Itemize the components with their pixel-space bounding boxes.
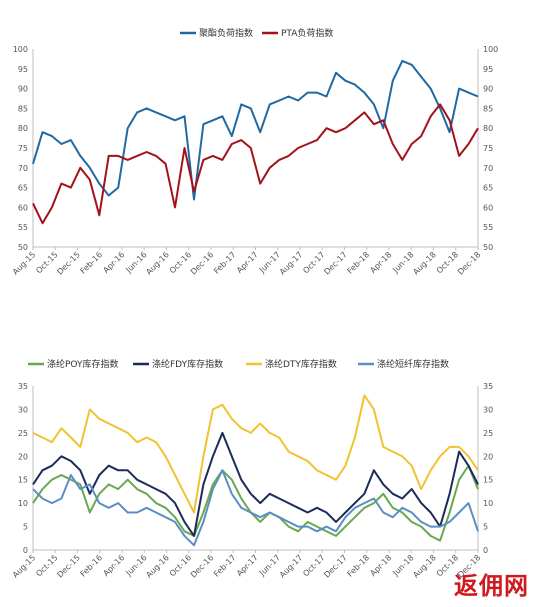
x-tick-label: Feb-16 [79,553,105,579]
y-tick-label-left: 15 [18,476,28,485]
x-tick-label: Apr-16 [101,553,126,578]
y-tick-label-left: 35 [18,382,28,391]
x-tick-label: Feb-18 [346,250,372,276]
watermark: 返佣网 [454,572,529,600]
series-line [32,431,479,537]
series-line [32,59,479,201]
y-tick-label-right: 75 [483,144,493,153]
y-tick-label-right: 65 [483,184,493,193]
series-line [32,469,479,547]
y-tick-label-right: 70 [483,164,493,173]
legend-label: PTA负荷指数 [281,27,333,39]
y-tick-label-right: 90 [483,85,493,94]
series-line [32,394,479,514]
x-tick-label: Apr-17 [235,250,260,275]
x-tick-label: Dec-16 [189,250,216,277]
y-tick-label-left: 5 [23,523,28,532]
y-tick-label-left: 90 [18,85,28,94]
y-tick-label-left: 25 [18,429,28,438]
series-line [32,103,479,225]
y-tick-label-right: 95 [483,65,493,74]
x-tick-label: Dec-15 [55,553,82,580]
y-tick-label-left: 70 [18,164,28,173]
x-tick-label: Aug-18 [411,553,438,580]
x-tick-label: Feb-17 [212,250,238,276]
y-tick-label-right: 50 [483,243,493,252]
x-tick-label: Aug-18 [411,250,438,277]
x-tick-label: Aug-17 [278,553,305,580]
y-tick-label-right: 15 [483,476,493,485]
y-tick-label-right: 60 [483,203,493,212]
y-tick-label-left: 60 [18,203,28,212]
y-tick-label-left: 65 [18,184,28,193]
y-tick-label-left: 0 [23,546,28,555]
x-tick-label: Dec-18 [456,250,483,277]
legend-label: 涤纶POY库存指数 [47,358,119,370]
legend-label: 涤纶短纤库存指数 [377,358,449,370]
y-tick-label-left: 75 [18,144,28,153]
y-tick-label-left: 20 [18,452,28,461]
x-tick-label: Feb-17 [212,553,238,579]
y-tick-label-right: 10 [483,499,493,508]
y-tick-label-right: 85 [483,104,493,113]
x-tick-label: Feb-16 [79,250,105,276]
y-tick-label-right: 80 [483,124,493,133]
x-tick-label: Apr-16 [101,250,126,275]
y-tick-label-right: 20 [483,452,493,461]
y-tick-label-right: 35 [483,382,493,391]
x-tick-label: Aug-15 [11,250,38,277]
legend-label: 聚酯负荷指数 [199,27,253,39]
y-tick-label-left: 95 [18,65,28,74]
x-tick-label: Dec-17 [322,250,349,277]
x-tick-label: Aug-15 [11,553,38,580]
y-tick-label-right: 0 [483,546,488,555]
x-tick-label: Dec-15 [55,250,82,277]
y-tick-label-left: 30 [18,405,28,414]
y-tick-label-left: 100 [13,45,28,54]
chart-load-index: 50 50 55 55 60 60 65 65 70 70 75 75 80 80 85 85 90 90 95 95… [11,27,499,277]
y-tick-label-left: 50 [18,243,28,252]
y-tick-label-right: 30 [483,405,493,414]
y-tick-label-left: 55 [18,223,28,232]
y-tick-label-right: 25 [483,429,493,438]
legend-label: 涤纶DTY库存指数 [265,358,337,370]
x-tick-label: Dec-17 [322,553,349,580]
y-tick-label-left: 10 [18,499,28,508]
x-tick-label: Apr-18 [368,250,393,275]
series-line [32,464,479,542]
x-tick-label: Aug-16 [144,250,171,277]
legend-label: 涤纶FDY库存指数 [152,358,223,370]
x-tick-label: Dec-16 [189,553,216,580]
x-tick-label: Apr-17 [235,553,260,578]
x-tick-label: Feb-18 [346,553,372,579]
x-tick-label: Apr-18 [368,553,393,578]
x-tick-label: Aug-16 [144,553,171,580]
y-tick-label-left: 85 [18,104,28,113]
x-tick-label: Aug-17 [278,250,305,277]
y-tick-label-left: 80 [18,124,28,133]
y-tick-label-right: 100 [483,45,498,54]
y-tick-label-right: 55 [483,223,493,232]
y-tick-label-right: 5 [483,523,488,532]
